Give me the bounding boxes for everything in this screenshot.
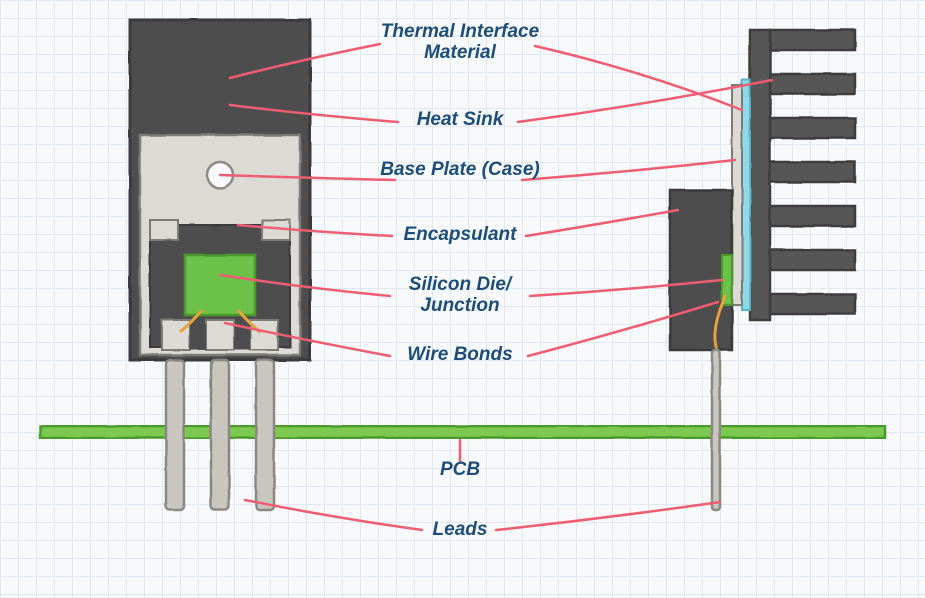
label-pcb: PCB	[370, 460, 550, 481]
label-silicon: Silicon Die/ Junction	[370, 275, 550, 317]
silicon-die-front	[185, 255, 255, 315]
lead-side	[712, 350, 720, 510]
lead-2	[211, 360, 229, 510]
lead-1	[166, 360, 184, 510]
label-heatsink: Heat Sink	[370, 110, 550, 131]
label-wirebonds: Wire Bonds	[370, 345, 550, 366]
label-baseplate: Base Plate (Case)	[370, 160, 550, 181]
heatsink-spine	[750, 30, 770, 320]
tim-layer	[742, 80, 750, 310]
label-tim: Thermal Interface Material	[370, 22, 550, 64]
mount-hole	[207, 162, 233, 188]
label-leads: Leads	[370, 520, 550, 541]
lead-3	[256, 360, 274, 510]
baseplate-side	[732, 85, 742, 305]
diagram-stage: Thermal Interface Material Heat Sink Bas…	[0, 0, 925, 598]
label-encapsulant: Encapsulant	[370, 225, 550, 246]
